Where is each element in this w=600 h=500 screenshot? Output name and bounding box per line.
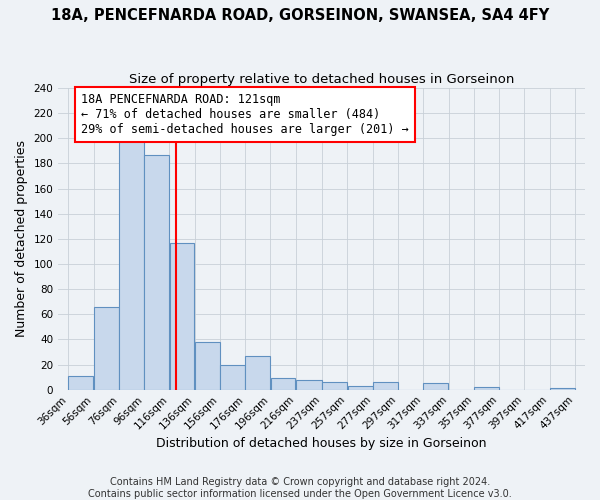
Bar: [474, 387, 499, 390]
Bar: [195, 342, 220, 390]
Bar: [296, 380, 322, 390]
Text: Contains HM Land Registry data © Crown copyright and database right 2024.
Contai: Contains HM Land Registry data © Crown c…: [88, 478, 512, 499]
Bar: [94, 307, 119, 390]
X-axis label: Distribution of detached houses by size in Gorseinon: Distribution of detached houses by size …: [157, 437, 487, 450]
Bar: [373, 382, 398, 390]
Title: Size of property relative to detached houses in Gorseinon: Size of property relative to detached ho…: [129, 72, 514, 86]
Bar: [424, 384, 448, 390]
Bar: [271, 378, 295, 390]
Text: 18A, PENCEFNARDA ROAD, GORSEINON, SWANSEA, SA4 4FY: 18A, PENCEFNARDA ROAD, GORSEINON, SWANSE…: [51, 8, 549, 22]
Bar: [119, 140, 144, 390]
Bar: [144, 154, 169, 390]
Y-axis label: Number of detached properties: Number of detached properties: [15, 140, 28, 338]
Bar: [550, 388, 575, 390]
Bar: [170, 242, 194, 390]
Bar: [68, 376, 94, 390]
Bar: [347, 386, 373, 390]
Bar: [322, 382, 347, 390]
Bar: [220, 364, 245, 390]
Text: 18A PENCEFNARDA ROAD: 121sqm
← 71% of detached houses are smaller (484)
29% of s: 18A PENCEFNARDA ROAD: 121sqm ← 71% of de…: [81, 93, 409, 136]
Bar: [245, 356, 270, 390]
